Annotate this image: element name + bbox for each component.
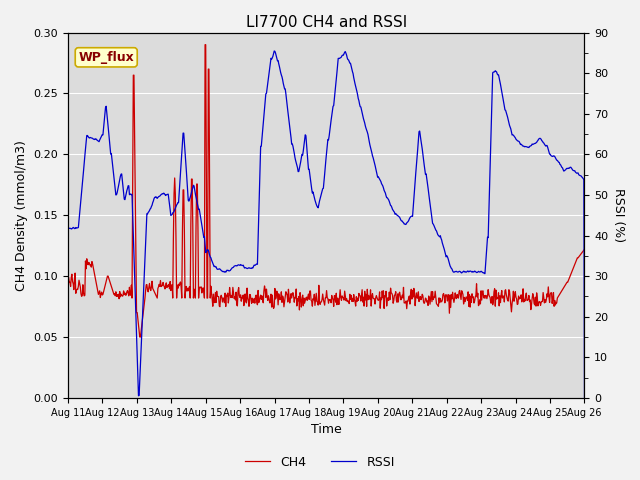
Line: CH4: CH4 [68, 45, 584, 337]
Y-axis label: RSSI (%): RSSI (%) [612, 188, 625, 242]
RSSI [270, 48, 278, 54]
RSSI [378, 182, 386, 188]
Y-axis label: CH4 Density (mmol/m3): CH4 Density (mmol/m3) [15, 140, 28, 291]
CH4 [136, 334, 143, 340]
CH4 [379, 295, 387, 300]
Text: WP_flux: WP_flux [78, 51, 134, 64]
RSSI [509, 132, 517, 138]
CH4 [365, 294, 373, 300]
RSSI [96, 137, 104, 143]
X-axis label: Time: Time [311, 423, 342, 436]
RSSI [64, 226, 72, 231]
CH4 [201, 42, 209, 48]
CH4 [394, 299, 402, 305]
RSSI [365, 135, 372, 141]
CH4 [96, 288, 104, 294]
RSSI [580, 395, 588, 401]
RSSI [394, 213, 401, 218]
Title: LI7700 CH4 and RSSI: LI7700 CH4 and RSSI [246, 15, 407, 30]
CH4 [580, 246, 588, 252]
CH4 [64, 271, 72, 277]
RSSI [456, 269, 464, 275]
CH4 [510, 299, 518, 304]
CH4 [457, 297, 465, 302]
Legend: CH4, RSSI: CH4, RSSI [240, 451, 400, 474]
Line: RSSI: RSSI [68, 51, 584, 398]
